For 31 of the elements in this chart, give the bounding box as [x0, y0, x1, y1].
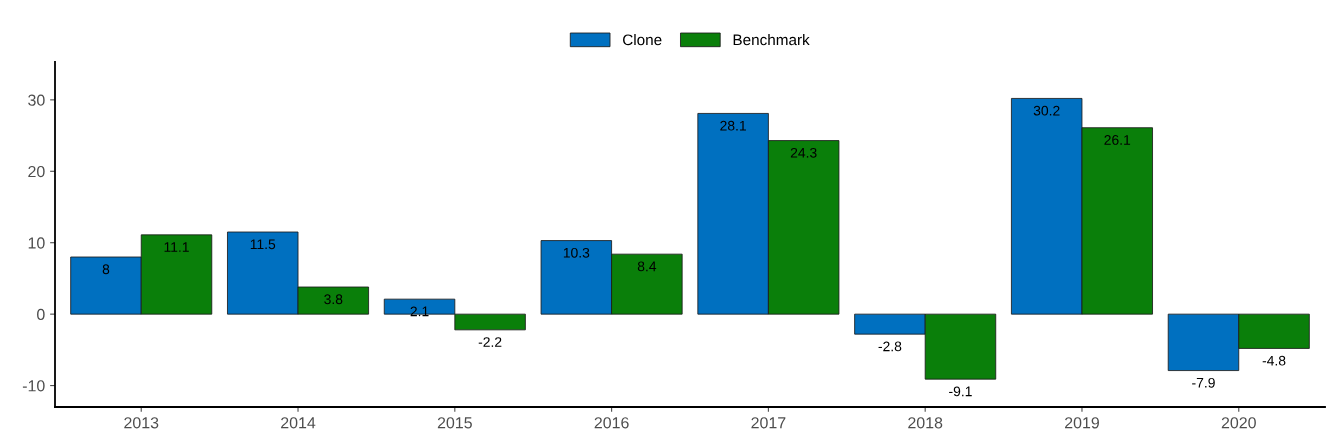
y-tick-label: 10 — [28, 237, 45, 249]
data-label: 11.5 — [250, 239, 276, 250]
y-tick-label: 20 — [28, 165, 45, 178]
x-tick-label: 2014 — [281, 417, 316, 429]
x-tick-label: 2013 — [124, 417, 159, 429]
data-label: 26.1 — [1104, 135, 1131, 145]
x-tick-label: 2020 — [1221, 417, 1256, 429]
data-label: -2.8 — [878, 341, 902, 352]
x-tick-label: 2017 — [751, 417, 786, 429]
data-label: -7.9 — [1192, 377, 1215, 388]
x-tick-label: 2016 — [594, 417, 629, 429]
data-label: 2.1 — [410, 306, 429, 317]
x-tick-label: 2015 — [437, 417, 472, 429]
data-label: -4.8 — [1262, 355, 1286, 366]
data-label: 30.2 — [1033, 105, 1060, 116]
legend-label: Benchmark — [733, 34, 810, 46]
legend-label: Clone — [623, 34, 662, 46]
x-tick-label: 2019 — [1065, 417, 1099, 429]
data-label: 10.3 — [563, 247, 590, 258]
data-label: -9.1 — [949, 386, 972, 397]
data-label: 24.3 — [790, 147, 817, 158]
data-label: -2.2 — [478, 337, 502, 347]
data-label: 11.1 — [164, 242, 189, 252]
data-label: 8.4 — [637, 261, 657, 272]
y-tick-label: 0 — [37, 308, 45, 321]
y-tick-label: -10 — [22, 380, 45, 392]
y-tick-label: 30 — [28, 94, 45, 106]
data-label: 8 — [102, 264, 110, 275]
data-label: 3.8 — [324, 294, 343, 305]
x-tick-label: 2018 — [908, 417, 943, 429]
data-label: 28.1 — [720, 120, 746, 131]
